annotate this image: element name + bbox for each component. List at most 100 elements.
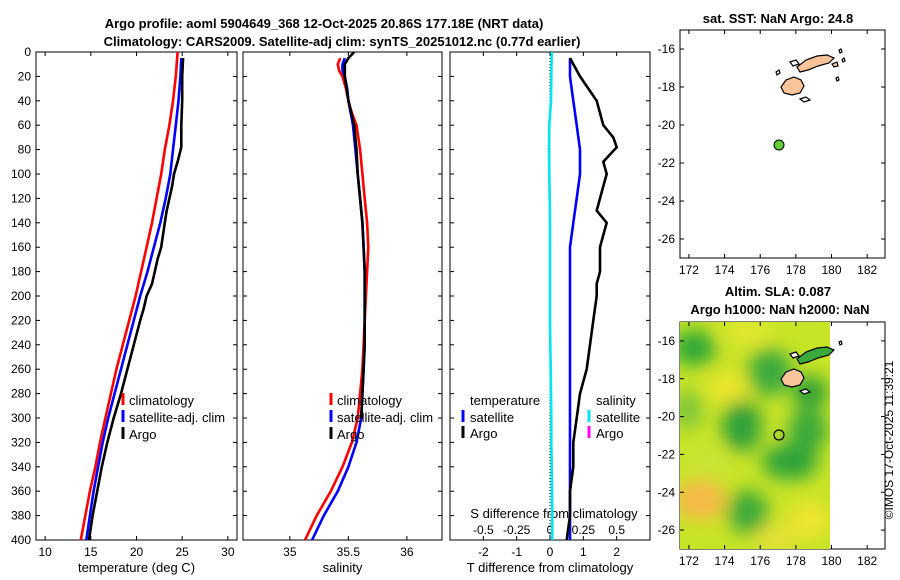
map-sla-ytick-label: -26 [658, 523, 676, 537]
diff-legend-temperature-label: satellite [470, 410, 514, 425]
island-kadavu [798, 96, 812, 103]
map-sla-xtick-label: 182 [857, 554, 877, 568]
temperature-series-climatology [79, 51, 179, 541]
depth-tick-label: 220 [11, 313, 31, 327]
map-sst-xtick-label: 176 [750, 263, 770, 277]
salinity-diff-tick-label: -0.25 [503, 523, 531, 537]
sla-island-lau [838, 340, 843, 346]
island-lau-1 [838, 48, 843, 54]
island-yasawa [775, 69, 781, 76]
diff-legend-salinity-label: Argo [596, 426, 623, 441]
depth-tick-label: 340 [11, 460, 31, 474]
map-sst-xtick-label: 172 [679, 263, 699, 277]
island-taveuni [831, 61, 839, 68]
sla-island-vanua-levu [796, 346, 836, 365]
map-sst-xtick-label: 174 [715, 263, 735, 277]
depth-tick-label: 40 [18, 94, 32, 108]
salinity-diff-tick-label: 0 [547, 523, 554, 537]
temperature-series-argo [87, 58, 185, 541]
depth-tick-label: 80 [18, 143, 32, 157]
figure-title-line2: Climatology: CARS2009. Satellite-adj cli… [104, 34, 581, 49]
difference-xtick-label: 1 [580, 545, 587, 559]
map-sla-xtick-label: 174 [715, 554, 735, 568]
difference-xtick-label: 2 [613, 545, 620, 559]
depth-tick-label: 120 [11, 191, 31, 205]
island-lau-2 [841, 56, 846, 63]
sst-map-islands [775, 48, 846, 103]
map-sst-xtick-label: 178 [786, 263, 806, 277]
depth-tick-label: 260 [11, 362, 31, 376]
difference-series-salinity-satellite [547, 51, 554, 540]
depth-tick-label: 300 [11, 411, 31, 425]
diff-legend-salinity-title: salinity [596, 393, 636, 408]
diff-legend-salinity-label: satellite [596, 410, 640, 425]
island-vanua-levu [796, 54, 836, 73]
difference-panel: -2 -1 0 1 2T difference from climatology S di… [449, 51, 651, 575]
salinity-diff-tick-label: -0.5 [473, 523, 494, 537]
difference-xlabel: T difference from climatology [467, 560, 634, 575]
map-sla-xtick-label: 178 [786, 554, 806, 568]
temperature-xtick-label: 30 [221, 545, 235, 559]
difference-xtick-label: 0 [547, 545, 554, 559]
map-sla-xtick-label: 176 [750, 554, 770, 568]
island-lau-3 [835, 76, 840, 82]
difference-series-temperature-argo [565, 57, 619, 541]
temperature-xtick-label: 20 [130, 545, 144, 559]
diff-legend-temperature-label: Argo [470, 426, 497, 441]
salinity-legend-label: climatology [337, 393, 403, 408]
salinity-panel: 35 35.5 36 salinity climatology satellite-adj… [242, 51, 443, 575]
temperature-xtick-label: 15 [84, 545, 98, 559]
salinity-xtick-label: 35 [283, 545, 297, 559]
depth-tick-label: 380 [11, 509, 31, 523]
salinity-diff-axis-label: S difference from climatology [470, 506, 638, 521]
temperature-xtick-label: 25 [176, 545, 190, 559]
sst-map-ticks: 172 174 176 178 180 182 -16 -18 -20 -22 -24 -26 [658, 30, 885, 277]
map-sst-ytick-label: -16 [658, 42, 676, 56]
island-reef [789, 59, 800, 67]
island-viti-levu [780, 76, 805, 96]
temperature-panel: 10 15 20 25 30020406080100120140160180200220… [11, 45, 238, 575]
map-sla-ytick-label: -18 [658, 372, 676, 386]
depth-tick-label: 280 [11, 387, 31, 401]
salinity-xlabel: salinity [323, 560, 363, 575]
depth-tick-label: 180 [11, 265, 31, 279]
temperature-series-satellite-adj-clim [85, 58, 183, 541]
depth-tick-label: 200 [11, 289, 31, 303]
sla-argo-marker [773, 429, 785, 441]
temperature-legend-label: climatology [129, 393, 195, 408]
salinity-diff-tick-label: 0.5 [608, 523, 625, 537]
difference-xtick-label: -1 [511, 545, 522, 559]
map-sst-ytick-label: -18 [658, 80, 676, 94]
sla-map-islands [780, 340, 843, 395]
salinity-xtick-label: 35.5 [337, 545, 361, 559]
map-sst-ytick-label: -20 [658, 118, 676, 132]
sst-argo-marker [773, 139, 785, 151]
sla-heatmap [680, 322, 830, 549]
sla-island-kadavu [798, 388, 812, 395]
map-sla-ytick-label: -16 [658, 334, 676, 348]
sst-map-panel: sat. SST: NaN Argo: 24.8 172 174 176 178 180… [658, 11, 886, 277]
map-sst-ytick-label: -24 [658, 194, 676, 208]
depth-tick-label: 60 [18, 118, 32, 132]
sla-island-viti-levu [780, 368, 805, 388]
temperature-legend-label: Argo [129, 427, 156, 442]
map-sst-xtick-label: 180 [822, 263, 842, 277]
depth-tick-label: 320 [11, 435, 31, 449]
sla-map-panel: Altim. SLA: 0.087 Argo h1000: NaN h2000:… [658, 284, 886, 568]
map-sla-ytick-label: -20 [658, 410, 676, 424]
map-sst-ytick-label: -26 [658, 232, 676, 246]
depth-tick-label: 160 [11, 240, 31, 254]
depth-tick-label: 140 [11, 216, 31, 230]
sla-map-ticks: 172 174 176 178 180 182 -16 -18 -20 -22 -24 -26 [658, 322, 885, 568]
salinity-frame [242, 51, 443, 541]
map-sla-xtick-label: 172 [679, 554, 699, 568]
salinity-xtick-label: 36 [400, 545, 414, 559]
imos-watermark: ©IMOS 17-Oct-2025 11:39:21 [882, 360, 896, 519]
depth-tick-label: 400 [11, 533, 31, 547]
figure-title-line1: Argo profile: aoml 5904649_368 12-Oct-20… [105, 16, 544, 31]
temperature-xtick-label: 10 [38, 545, 52, 559]
sla-map-title-line2: Argo h1000: NaN h2000: NaN [690, 302, 869, 317]
sla-island-reef [789, 351, 800, 359]
map-sla-ytick-label: -22 [658, 447, 676, 461]
